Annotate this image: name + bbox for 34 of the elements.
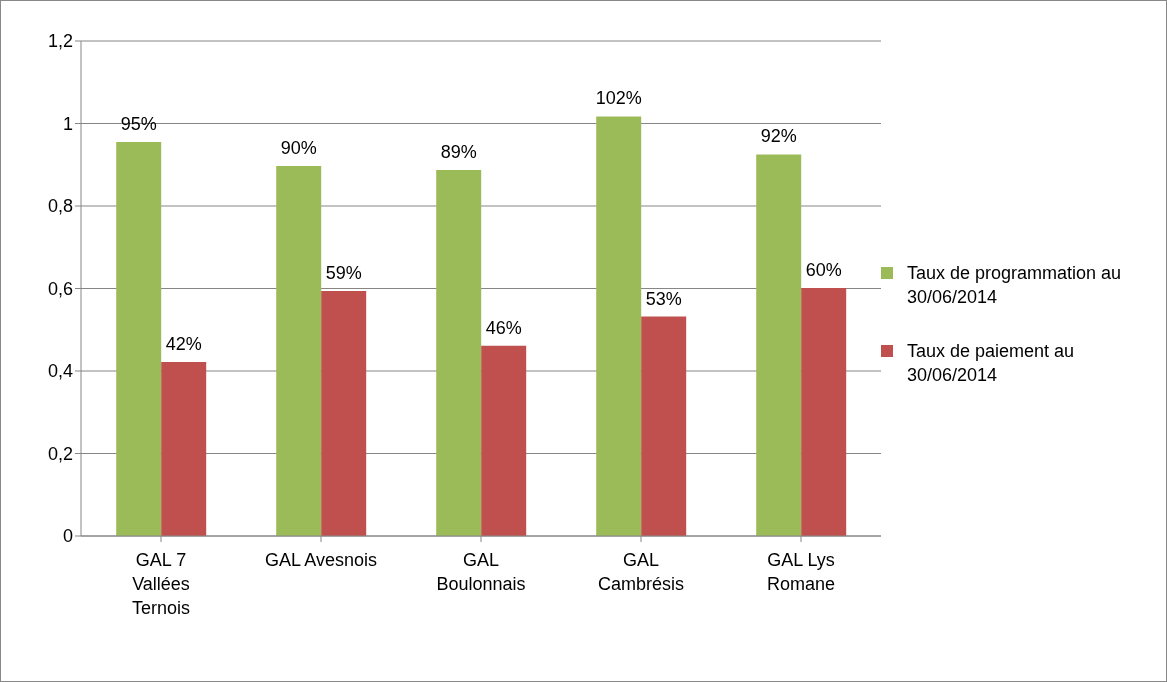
data-label: 59%: [325, 262, 362, 283]
bar: [116, 142, 162, 536]
bar: [481, 345, 527, 536]
x-tick-label: GAL Boulonnais: [436, 550, 526, 594]
legend-label: Taux de programmation au 30/06/2014: [907, 261, 1123, 309]
x-tick-label: GAL Lys Romane: [766, 550, 836, 594]
bar: [756, 154, 802, 536]
y-tick-label: 0: [62, 526, 73, 547]
data-label: 95%: [120, 114, 157, 135]
bar: [801, 288, 847, 536]
y-tick-label: 0,8: [47, 196, 73, 217]
bar: [436, 170, 482, 536]
bar: [276, 165, 322, 536]
y-tick-label: 1,2: [47, 31, 73, 52]
y-tick-label: 1: [62, 113, 73, 134]
data-label: 46%: [485, 317, 522, 338]
x-tick-label: GAL Avesnois: [264, 550, 378, 570]
data-label: 102%: [595, 88, 642, 109]
y-tick-label: 0,2: [47, 443, 73, 464]
data-label: 60%: [805, 260, 842, 281]
data-label: 89%: [440, 142, 477, 163]
y-tick-label: 0,4: [47, 361, 73, 382]
y-tick-label: 0,6: [47, 278, 73, 299]
x-tick-label: GAL 7 Vallées Ternois: [131, 550, 191, 618]
bar: [596, 116, 642, 536]
bar: [641, 316, 687, 536]
x-tick-label: GAL Cambrésis: [597, 550, 685, 594]
data-label: 42%: [165, 333, 202, 354]
data-label: 90%: [280, 137, 317, 158]
bar: [161, 361, 207, 536]
bar: [321, 290, 367, 536]
data-label: 53%: [645, 288, 682, 309]
legend-label: Taux de paiement au 30/06/2014: [907, 339, 1076, 387]
data-label: 92%: [760, 126, 797, 147]
